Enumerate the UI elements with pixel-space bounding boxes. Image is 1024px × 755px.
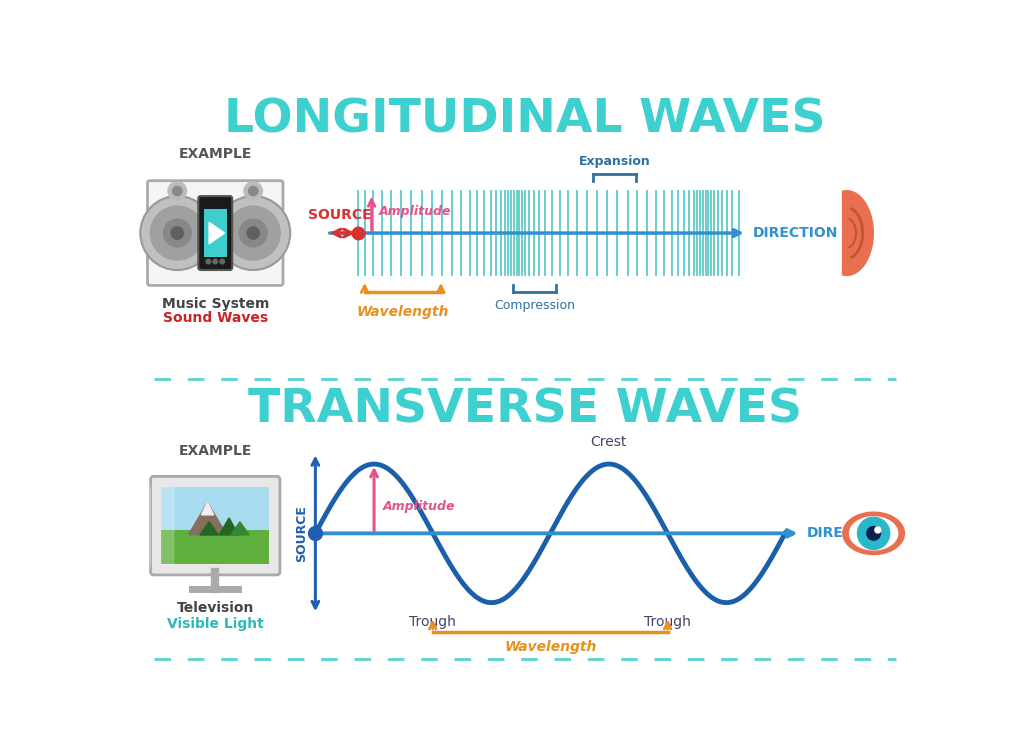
Text: LONGITUDINAL WAVES: LONGITUDINAL WAVES xyxy=(224,97,825,143)
FancyBboxPatch shape xyxy=(147,180,283,285)
Text: TRANSVERSE WAVES: TRANSVERSE WAVES xyxy=(248,387,802,433)
Polygon shape xyxy=(219,518,239,535)
Circle shape xyxy=(867,526,881,540)
Text: Trough: Trough xyxy=(410,615,457,629)
Text: Expansion: Expansion xyxy=(579,155,650,168)
Circle shape xyxy=(173,186,182,196)
Polygon shape xyxy=(843,191,873,276)
Polygon shape xyxy=(188,503,226,535)
Circle shape xyxy=(171,227,183,239)
Polygon shape xyxy=(202,503,214,515)
Circle shape xyxy=(213,259,217,263)
Polygon shape xyxy=(209,222,224,244)
Polygon shape xyxy=(843,249,849,257)
Polygon shape xyxy=(138,487,150,564)
Circle shape xyxy=(168,182,186,200)
FancyBboxPatch shape xyxy=(199,196,232,270)
Text: Amplitude: Amplitude xyxy=(383,500,456,513)
Text: Music System: Music System xyxy=(162,297,269,311)
Circle shape xyxy=(164,219,191,247)
FancyBboxPatch shape xyxy=(162,529,269,564)
Circle shape xyxy=(151,206,204,260)
Polygon shape xyxy=(230,522,249,535)
FancyBboxPatch shape xyxy=(151,476,280,575)
Text: Television: Television xyxy=(176,601,254,615)
Text: Sound Waves: Sound Waves xyxy=(163,311,268,325)
Text: Amplitude: Amplitude xyxy=(379,205,452,218)
Text: DIRECTION: DIRECTION xyxy=(753,226,838,240)
Circle shape xyxy=(216,196,290,270)
Circle shape xyxy=(249,186,258,196)
Polygon shape xyxy=(850,517,898,550)
FancyBboxPatch shape xyxy=(162,487,269,529)
Circle shape xyxy=(244,182,262,200)
FancyBboxPatch shape xyxy=(162,487,269,564)
Text: EXAMPLE: EXAMPLE xyxy=(178,444,252,458)
Polygon shape xyxy=(843,512,904,554)
Text: SOURCE: SOURCE xyxy=(308,208,372,222)
Text: Wavelength: Wavelength xyxy=(504,639,596,654)
Text: Wavelength: Wavelength xyxy=(356,305,449,319)
Circle shape xyxy=(220,259,224,263)
Text: Crest: Crest xyxy=(591,435,627,448)
Circle shape xyxy=(240,219,267,247)
FancyBboxPatch shape xyxy=(204,209,226,257)
Circle shape xyxy=(140,196,214,270)
Text: EXAMPLE: EXAMPLE xyxy=(178,147,252,162)
Circle shape xyxy=(874,527,881,533)
Text: Visible Light: Visible Light xyxy=(167,617,263,630)
Text: SOURCE: SOURCE xyxy=(295,505,308,562)
Polygon shape xyxy=(162,487,173,564)
Circle shape xyxy=(247,227,259,239)
Text: Compression: Compression xyxy=(494,298,574,312)
Text: Trough: Trough xyxy=(644,615,691,629)
Polygon shape xyxy=(200,522,218,535)
Circle shape xyxy=(857,517,890,550)
Circle shape xyxy=(206,259,211,263)
Circle shape xyxy=(226,206,281,260)
Text: DIRECTION: DIRECTION xyxy=(807,526,892,541)
